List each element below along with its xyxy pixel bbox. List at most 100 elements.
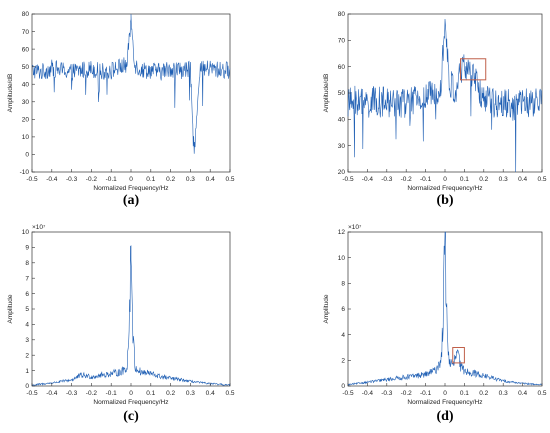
y-tick-label: 40: [22, 81, 30, 88]
y-tick-label: 80: [338, 11, 346, 18]
y-exponent-label: ×10⁷: [32, 224, 46, 231]
panel-label-b: (b): [436, 193, 453, 208]
x-tick-label: 0.3: [186, 390, 195, 397]
highlight-box: [460, 58, 487, 81]
y-tick-label: 30: [338, 143, 346, 150]
x-tick-label: 0.4: [206, 390, 215, 397]
x-tick-label: 0.1: [460, 176, 469, 183]
axes-frame: [31, 13, 231, 173]
x-tick-label: 0.4: [518, 390, 527, 397]
x-axis-label: Normalized Frequency/Hz: [407, 185, 482, 192]
y-tick-label: 4: [341, 332, 345, 339]
y-tick-label: 3: [25, 337, 29, 344]
panel-label-a: (a): [123, 193, 140, 208]
y-axis-label: Amplitude/dB: [7, 74, 14, 113]
x-tick-label: -0.4: [46, 390, 58, 397]
signal-series-d: [347, 231, 543, 387]
x-tick-label: 0.1: [146, 390, 155, 397]
panel-label-d: (d): [436, 409, 453, 424]
y-tick-label: 7: [25, 275, 29, 282]
panel-b: -0.5 -0.4 -0.3 -0.2 -0.1 0 0.1 0.2 0.3 0.4 0.5 20 30…: [323, 11, 547, 208]
x-tick-label: 0.2: [166, 390, 175, 397]
x-tick-label: 0.1: [146, 176, 155, 183]
x-tick-label: -0.3: [381, 176, 393, 183]
y-tick-label: 20: [338, 169, 346, 176]
x-tick-label: -0.5: [342, 176, 354, 183]
y-tick-label: 10: [22, 229, 30, 236]
y-tick-label: 50: [22, 64, 30, 71]
x-tick-label: 0.3: [499, 176, 508, 183]
x-tick-label: 0.5: [537, 390, 546, 397]
y-tick-label: 30: [22, 99, 30, 106]
y-tick-label: 70: [338, 38, 346, 45]
y-tick-label: 10: [22, 134, 30, 141]
x-tick-label: 0: [443, 390, 447, 397]
x-tick-label: -0.1: [420, 176, 432, 183]
y-tick-label: -10: [20, 169, 30, 176]
y-tick-label: 4: [25, 322, 29, 329]
x-tick-label: 0.5: [225, 176, 234, 183]
panel-d: -0.5 -0.4 -0.3 -0.2 -0.1 0 0.1 0.2 0.3 0.4 0.5 0 2 4 6…: [323, 224, 547, 424]
y-tick-label: 20: [22, 117, 30, 124]
y-tick-label: 40: [338, 117, 346, 124]
x-tick-label: -0.5: [26, 390, 38, 397]
x-tick-label: -0.2: [401, 390, 413, 397]
x-tick-label: -0.4: [362, 176, 374, 183]
x-tick-label: 0.5: [537, 176, 546, 183]
x-tick-label: -0.2: [86, 390, 98, 397]
axes-frame: [347, 231, 543, 387]
x-tick-label: 0.5: [225, 390, 234, 397]
x-tick-label: 0.2: [479, 390, 488, 397]
x-tick-label: -0.4: [362, 390, 374, 397]
x-tick-label: 0.4: [518, 176, 527, 183]
y-tick-label: 5: [25, 306, 29, 313]
y-tick-label: 80: [22, 11, 30, 18]
y-tick-label: 1: [25, 368, 29, 375]
x-axis-label: Normalized Frequency/Hz: [93, 399, 168, 406]
y-tick-label: 9: [25, 245, 29, 252]
x-tick-label: 0.1: [460, 390, 469, 397]
x-tick-label: -0.3: [66, 176, 78, 183]
x-tick-label: 0.3: [499, 390, 508, 397]
y-tick-label: 8: [25, 260, 29, 267]
y-tick-label: 0: [25, 383, 29, 390]
y-axis-label: Amplitude/dB: [323, 74, 330, 113]
x-tick-label: -0.3: [66, 390, 78, 397]
x-tick-label: 0: [129, 390, 133, 397]
x-axis-label: Normalized Frequency/Hz: [407, 399, 482, 406]
x-tick-label: -0.5: [26, 176, 38, 183]
y-tick-label: 60: [22, 46, 30, 53]
y-tick-label: 8: [341, 281, 345, 288]
y-tick-label: 6: [341, 306, 345, 313]
x-tick-label: 0: [129, 176, 133, 183]
x-tick-label: -0.2: [86, 176, 98, 183]
highlight-box: [452, 347, 465, 364]
x-tick-label: 0.3: [186, 176, 195, 183]
y-axis-label: Amplitude: [323, 294, 330, 323]
y-tick-label: 2: [25, 352, 29, 359]
y-tick-label: 50: [338, 90, 346, 97]
x-tick-label: 0.2: [166, 176, 175, 183]
y-exponent-label: ×10⁷: [348, 224, 362, 231]
y-tick-label: 60: [338, 64, 346, 71]
x-axis-label: Normalized Frequency/Hz: [93, 185, 168, 192]
x-tick-label: -0.1: [106, 176, 118, 183]
y-tick-label: 2: [341, 358, 345, 365]
x-tick-label: 0: [443, 176, 447, 183]
panel-label-c: (c): [123, 409, 139, 424]
panel-a: -0.5 -0.4 -0.3 -0.2 -0.1 0 0.1 0.2 0.3 0.4 0.5 -10 0…: [7, 11, 235, 208]
signal-series-b: [347, 18, 543, 173]
y-tick-label: 70: [22, 29, 30, 36]
axes-frame: [347, 13, 543, 173]
x-tick-label: -0.5: [342, 390, 354, 397]
x-tick-label: -0.1: [106, 390, 118, 397]
y-tick-label: 12: [338, 229, 346, 236]
y-tick-label: 10: [338, 255, 346, 262]
x-tick-label: -0.3: [381, 390, 393, 397]
y-tick-label: 0: [25, 152, 29, 159]
x-tick-label: -0.4: [46, 176, 58, 183]
x-tick-label: 0.2: [479, 176, 488, 183]
x-tick-label: -0.2: [401, 176, 413, 183]
signal-series-c: [32, 245, 231, 387]
